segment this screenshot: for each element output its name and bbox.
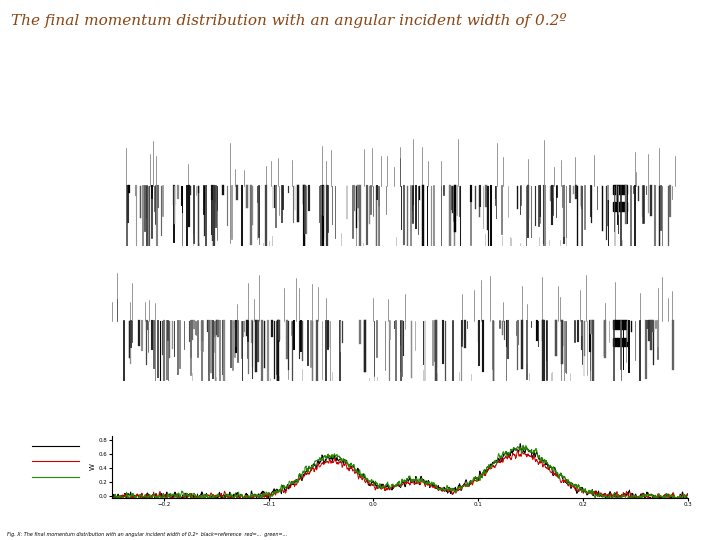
Bar xyxy=(613,202,627,211)
Bar xyxy=(613,185,627,194)
Text: Fig. X: The final momentum distribution with an angular incident width of 0.2º  : Fig. X: The final momentum distribution … xyxy=(7,532,287,537)
Y-axis label: W: W xyxy=(90,463,96,470)
Text: The final momentum distribution with an angular incident width of 0.2º: The final momentum distribution with an … xyxy=(11,14,567,29)
Bar xyxy=(613,338,627,346)
Bar xyxy=(613,320,627,329)
